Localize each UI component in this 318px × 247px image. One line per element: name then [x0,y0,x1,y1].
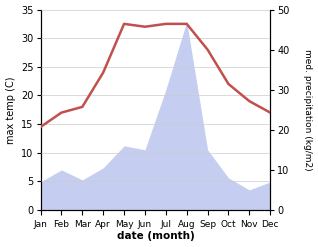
X-axis label: date (month): date (month) [116,231,194,242]
Y-axis label: med. precipitation (kg/m2): med. precipitation (kg/m2) [303,49,313,171]
Y-axis label: max temp (C): max temp (C) [5,76,16,144]
